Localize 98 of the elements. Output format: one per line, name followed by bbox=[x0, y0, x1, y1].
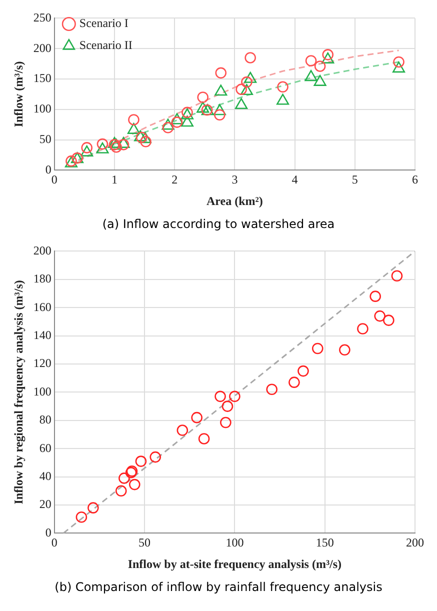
y-axis-title: Inflow by regional frequency analysis (m³/s) bbox=[11, 280, 26, 504]
point bbox=[392, 62, 406, 73]
x-tick-label: 6 bbox=[412, 172, 418, 187]
point bbox=[170, 113, 184, 124]
point bbox=[76, 511, 88, 523]
x-tick-label: 50 bbox=[138, 536, 151, 550]
point bbox=[374, 310, 386, 322]
y-tick-label: 200 bbox=[33, 243, 52, 258]
point bbox=[276, 94, 290, 105]
point bbox=[229, 390, 240, 402]
y-tick-label: 0 bbox=[45, 525, 52, 540]
point bbox=[298, 365, 309, 377]
legend-label: Scenario II bbox=[79, 38, 132, 52]
point bbox=[135, 456, 147, 467]
point bbox=[370, 290, 381, 302]
y-tick-label: 200 bbox=[33, 40, 52, 55]
point bbox=[305, 55, 317, 66]
point bbox=[128, 114, 140, 126]
x-axis-title: Area (km²) bbox=[206, 194, 263, 208]
point bbox=[391, 270, 403, 282]
point bbox=[393, 56, 404, 68]
point bbox=[339, 344, 350, 356]
point bbox=[213, 104, 226, 116]
y-tick-label: 100 bbox=[33, 384, 52, 398]
x-tick-label: 5 bbox=[352, 172, 358, 187]
y-tick-label: 120 bbox=[33, 356, 52, 370]
point bbox=[80, 145, 94, 156]
y-tick-label: 150 bbox=[33, 71, 52, 86]
y-tick-label: 50 bbox=[39, 132, 52, 146]
point bbox=[150, 451, 162, 463]
point bbox=[214, 390, 226, 402]
point bbox=[96, 142, 109, 154]
point bbox=[383, 314, 394, 326]
x-tick-label: 100 bbox=[226, 536, 244, 550]
point bbox=[244, 72, 257, 83]
point bbox=[312, 342, 324, 354]
point bbox=[215, 67, 227, 79]
point bbox=[191, 412, 202, 424]
text: (b) Comparison of inflow by rainfall frequency analysis bbox=[54, 580, 384, 594]
point bbox=[277, 81, 288, 93]
point bbox=[314, 60, 326, 72]
point bbox=[240, 84, 253, 96]
x-axis-title: Inflow by at-site frequency analysis (m³/s) bbox=[128, 556, 342, 571]
point bbox=[220, 416, 232, 428]
point bbox=[288, 376, 300, 388]
point bbox=[244, 52, 256, 64]
legend-label: Scenario I bbox=[79, 16, 128, 30]
point bbox=[357, 323, 368, 334]
y-tick-label: 80 bbox=[39, 412, 52, 427]
point bbox=[222, 400, 234, 412]
point bbox=[110, 141, 122, 153]
point bbox=[197, 92, 208, 103]
point bbox=[128, 478, 140, 490]
point bbox=[117, 136, 130, 148]
y-tick-label: 250 bbox=[33, 10, 52, 24]
point bbox=[266, 384, 278, 396]
y-tick-label: 100 bbox=[33, 102, 52, 116]
point bbox=[127, 122, 140, 134]
point bbox=[140, 136, 152, 148]
point bbox=[162, 118, 174, 130]
x-tick-label: 3 bbox=[232, 172, 238, 187]
x-tick-label: 200 bbox=[406, 536, 424, 550]
y-tick-label: 20 bbox=[39, 497, 52, 512]
x-tick-label: 150 bbox=[316, 536, 334, 550]
point bbox=[322, 49, 334, 60]
y-tick-label: 140 bbox=[33, 328, 52, 342]
point bbox=[96, 138, 108, 150]
point bbox=[162, 122, 174, 134]
point bbox=[118, 139, 130, 150]
point bbox=[314, 74, 326, 86]
text: (a) Inflow according to watershed area bbox=[101, 217, 336, 231]
point bbox=[214, 84, 228, 96]
y-axis-title: Inflow (m³/s) bbox=[11, 61, 26, 128]
point bbox=[235, 98, 248, 110]
point bbox=[88, 502, 99, 514]
y-tick-label: 160 bbox=[33, 300, 52, 314]
x-tick-label: 1 bbox=[112, 172, 118, 187]
point bbox=[241, 76, 252, 88]
point bbox=[196, 102, 210, 113]
point bbox=[322, 52, 334, 64]
y-tick-label: 40 bbox=[39, 468, 52, 483]
y-tick-label: 60 bbox=[39, 440, 52, 455]
point bbox=[81, 142, 93, 154]
point bbox=[138, 132, 152, 144]
point bbox=[214, 109, 226, 121]
point bbox=[236, 84, 247, 95]
point bbox=[176, 424, 188, 436]
y-tick-label: 180 bbox=[33, 272, 52, 286]
point bbox=[108, 139, 120, 150]
x-tick-label: 2 bbox=[172, 172, 178, 187]
point bbox=[115, 485, 127, 497]
point bbox=[171, 116, 183, 128]
x-tick-label: 4 bbox=[292, 172, 298, 187]
point bbox=[304, 70, 318, 82]
y-tick-label: 0 bbox=[45, 162, 52, 176]
point bbox=[118, 472, 130, 484]
point bbox=[198, 433, 210, 444]
point bbox=[180, 116, 194, 127]
